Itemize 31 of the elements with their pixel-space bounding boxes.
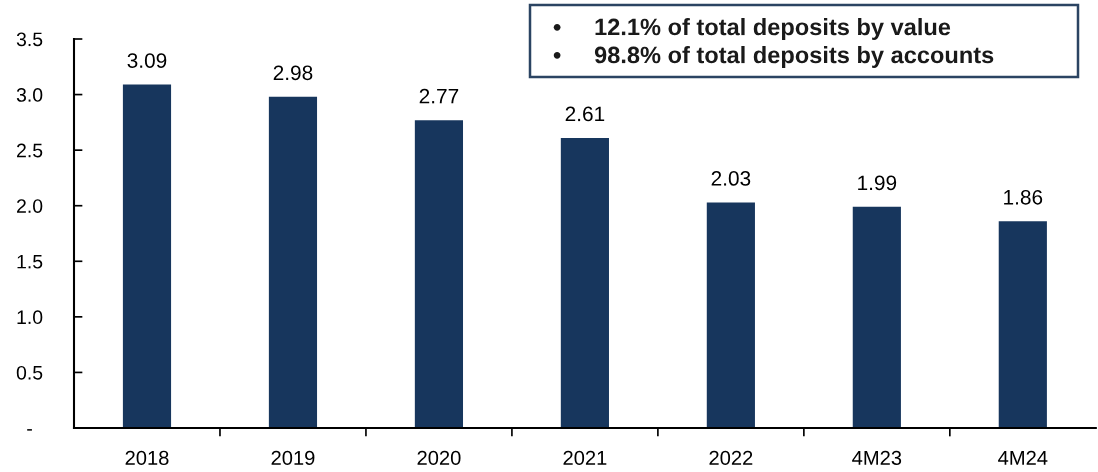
- x-tick-label: 2020: [417, 450, 461, 466]
- bar: [268, 96, 318, 428]
- x-tick-label: 4M23: [852, 450, 902, 466]
- x-tick-label: 4M24: [998, 450, 1048, 465]
- data-label: 2.03: [711, 171, 751, 186]
- y-tick-label: 1.0: [17, 310, 43, 325]
- y-tick-label: 3.5: [16, 32, 43, 47]
- annotation: • 12.1% of total deposits by value: [553, 18, 951, 40]
- y-tick-label: 3.0: [16, 88, 43, 102]
- y-tick-label: 0.5: [16, 365, 43, 380]
- y-tick-label: 2.0: [17, 199, 43, 213]
- data-label: 1.99: [858, 175, 897, 191]
- bar: [122, 84, 172, 428]
- x-tick-label: 2019: [271, 450, 315, 466]
- bar: [706, 202, 755, 428]
- y-tick-label: 1.5: [17, 254, 43, 269]
- y-tick-label: 2.5: [17, 143, 43, 158]
- annotation: • 98.8% of total deposits by accounts: [553, 46, 994, 68]
- bar: [852, 206, 901, 428]
- data-label: 1.86: [1004, 189, 1043, 205]
- x-tick-label: 2018: [125, 450, 169, 466]
- x-tick-label: 2021: [563, 450, 607, 466]
- bar: [414, 120, 464, 428]
- y-tick-label: -: [27, 429, 32, 431]
- data-label: 3.09: [127, 53, 167, 68]
- bar: [998, 221, 1047, 428]
- data-label: 2.98: [273, 65, 313, 81]
- x-tick-label: 2022: [709, 450, 753, 466]
- data-label: 2.61: [565, 106, 605, 122]
- bar: [560, 137, 609, 428]
- data-label: 2.77: [419, 88, 459, 104]
